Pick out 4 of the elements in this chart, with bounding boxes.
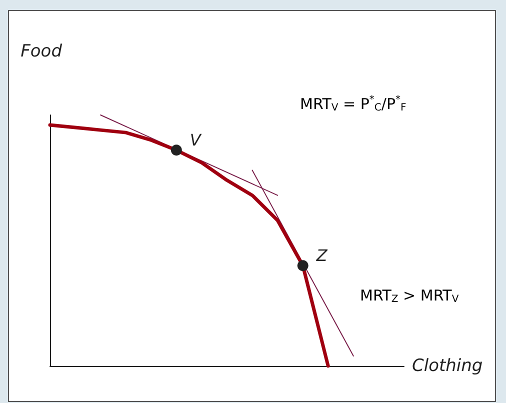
series-label: Z <box>315 246 328 266</box>
y-axis-title: Food <box>20 42 62 62</box>
x-axis-title: Clothing <box>412 356 483 376</box>
series-label: V <box>190 130 202 150</box>
